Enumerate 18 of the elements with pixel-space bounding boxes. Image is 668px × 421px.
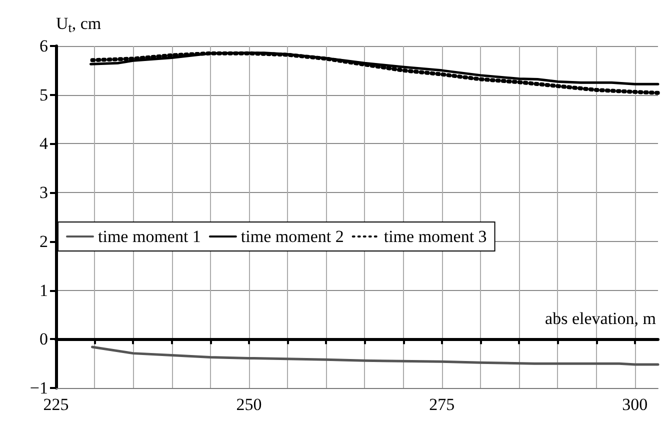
x-tick-label: 250 xyxy=(236,395,262,414)
x-axis-title: abs elevation, m xyxy=(545,309,656,328)
y-tick-label: 1 xyxy=(40,280,48,300)
y-tick-label: 5 xyxy=(40,85,48,104)
line-series xyxy=(90,51,660,95)
legend-label: time moment 1 xyxy=(98,227,201,246)
y-tick-label: 3 xyxy=(40,183,48,202)
x-tick-label: 300 xyxy=(622,395,648,414)
legend-label: time moment 3 xyxy=(384,227,487,246)
y-tick-label: 2 xyxy=(40,232,48,251)
legend-label: time moment 2 xyxy=(240,227,344,246)
x-tick-label: 275 xyxy=(429,395,455,414)
x-tick-label: 225 xyxy=(43,395,69,414)
y-tick-label: −1 xyxy=(30,378,48,398)
y-tick-label: 4 xyxy=(40,134,48,154)
y-tick-label: 0 xyxy=(40,330,48,349)
y-tick-label: 6 xyxy=(40,36,48,56)
line-series xyxy=(91,346,660,366)
